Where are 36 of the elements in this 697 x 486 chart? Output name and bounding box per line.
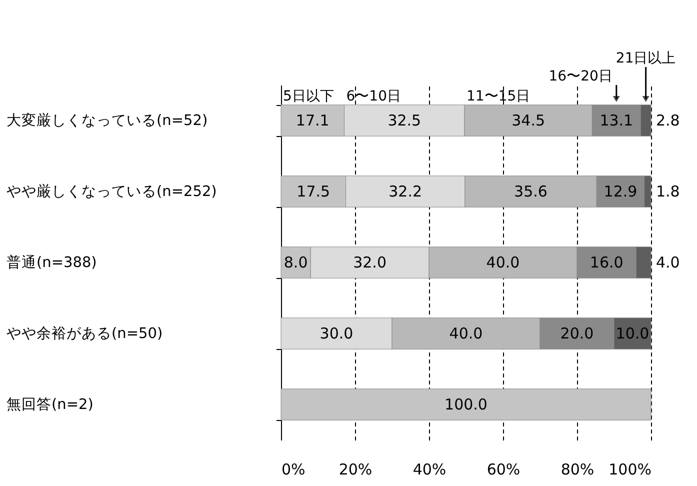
data-label: 32.0 xyxy=(353,254,387,272)
data-label: 35.6 xyxy=(514,182,548,200)
data-label: 4.0 xyxy=(656,254,680,272)
data-label: 40.0 xyxy=(449,324,483,342)
series-label: 6〜10日 xyxy=(346,88,402,104)
data-label: 17.5 xyxy=(296,182,330,200)
y-tick-label: 普通(n=388) xyxy=(6,254,97,271)
y-tick-label: 無回答(n=2) xyxy=(6,396,94,413)
x-tick-label: 20% xyxy=(338,460,372,478)
data-label: 34.5 xyxy=(512,112,546,130)
y-tick-label: やや厳しくなっている(n=252) xyxy=(6,183,217,200)
data-label: 20.0 xyxy=(560,324,594,342)
x-tick-label: 80% xyxy=(560,460,594,478)
data-label: 30.0 xyxy=(320,324,354,342)
series-label: 16〜20日 xyxy=(548,68,612,84)
series-label: 5日以下 xyxy=(283,88,334,104)
x-tick-label: 0% xyxy=(282,460,306,478)
data-label: 10.0 xyxy=(616,324,650,342)
text: 21日以上 xyxy=(616,50,676,66)
data-label: 16.0 xyxy=(590,254,624,272)
x-tick-label: 40% xyxy=(412,460,446,478)
data-label: 32.5 xyxy=(388,112,422,130)
data-label: 40.0 xyxy=(486,254,520,272)
data-label: 8.0 xyxy=(284,254,308,272)
data-label: 2.8 xyxy=(656,112,680,130)
x-tick-label: 100% xyxy=(608,460,652,478)
data-label: 17.1 xyxy=(296,112,330,130)
y-tick-label: 大変厳しくなっている(n=52) xyxy=(6,112,208,129)
data-label: 13.1 xyxy=(600,112,634,130)
data-label: 1.8 xyxy=(656,182,680,200)
data-label: 32.2 xyxy=(388,182,422,200)
y-tick-label: やや余裕がある(n=50) xyxy=(6,325,163,342)
data-label: 100.0 xyxy=(444,396,488,414)
data-label: 12.9 xyxy=(604,182,638,200)
x-tick-label: 60% xyxy=(486,460,520,478)
series-label: 11〜15日 xyxy=(466,88,530,104)
